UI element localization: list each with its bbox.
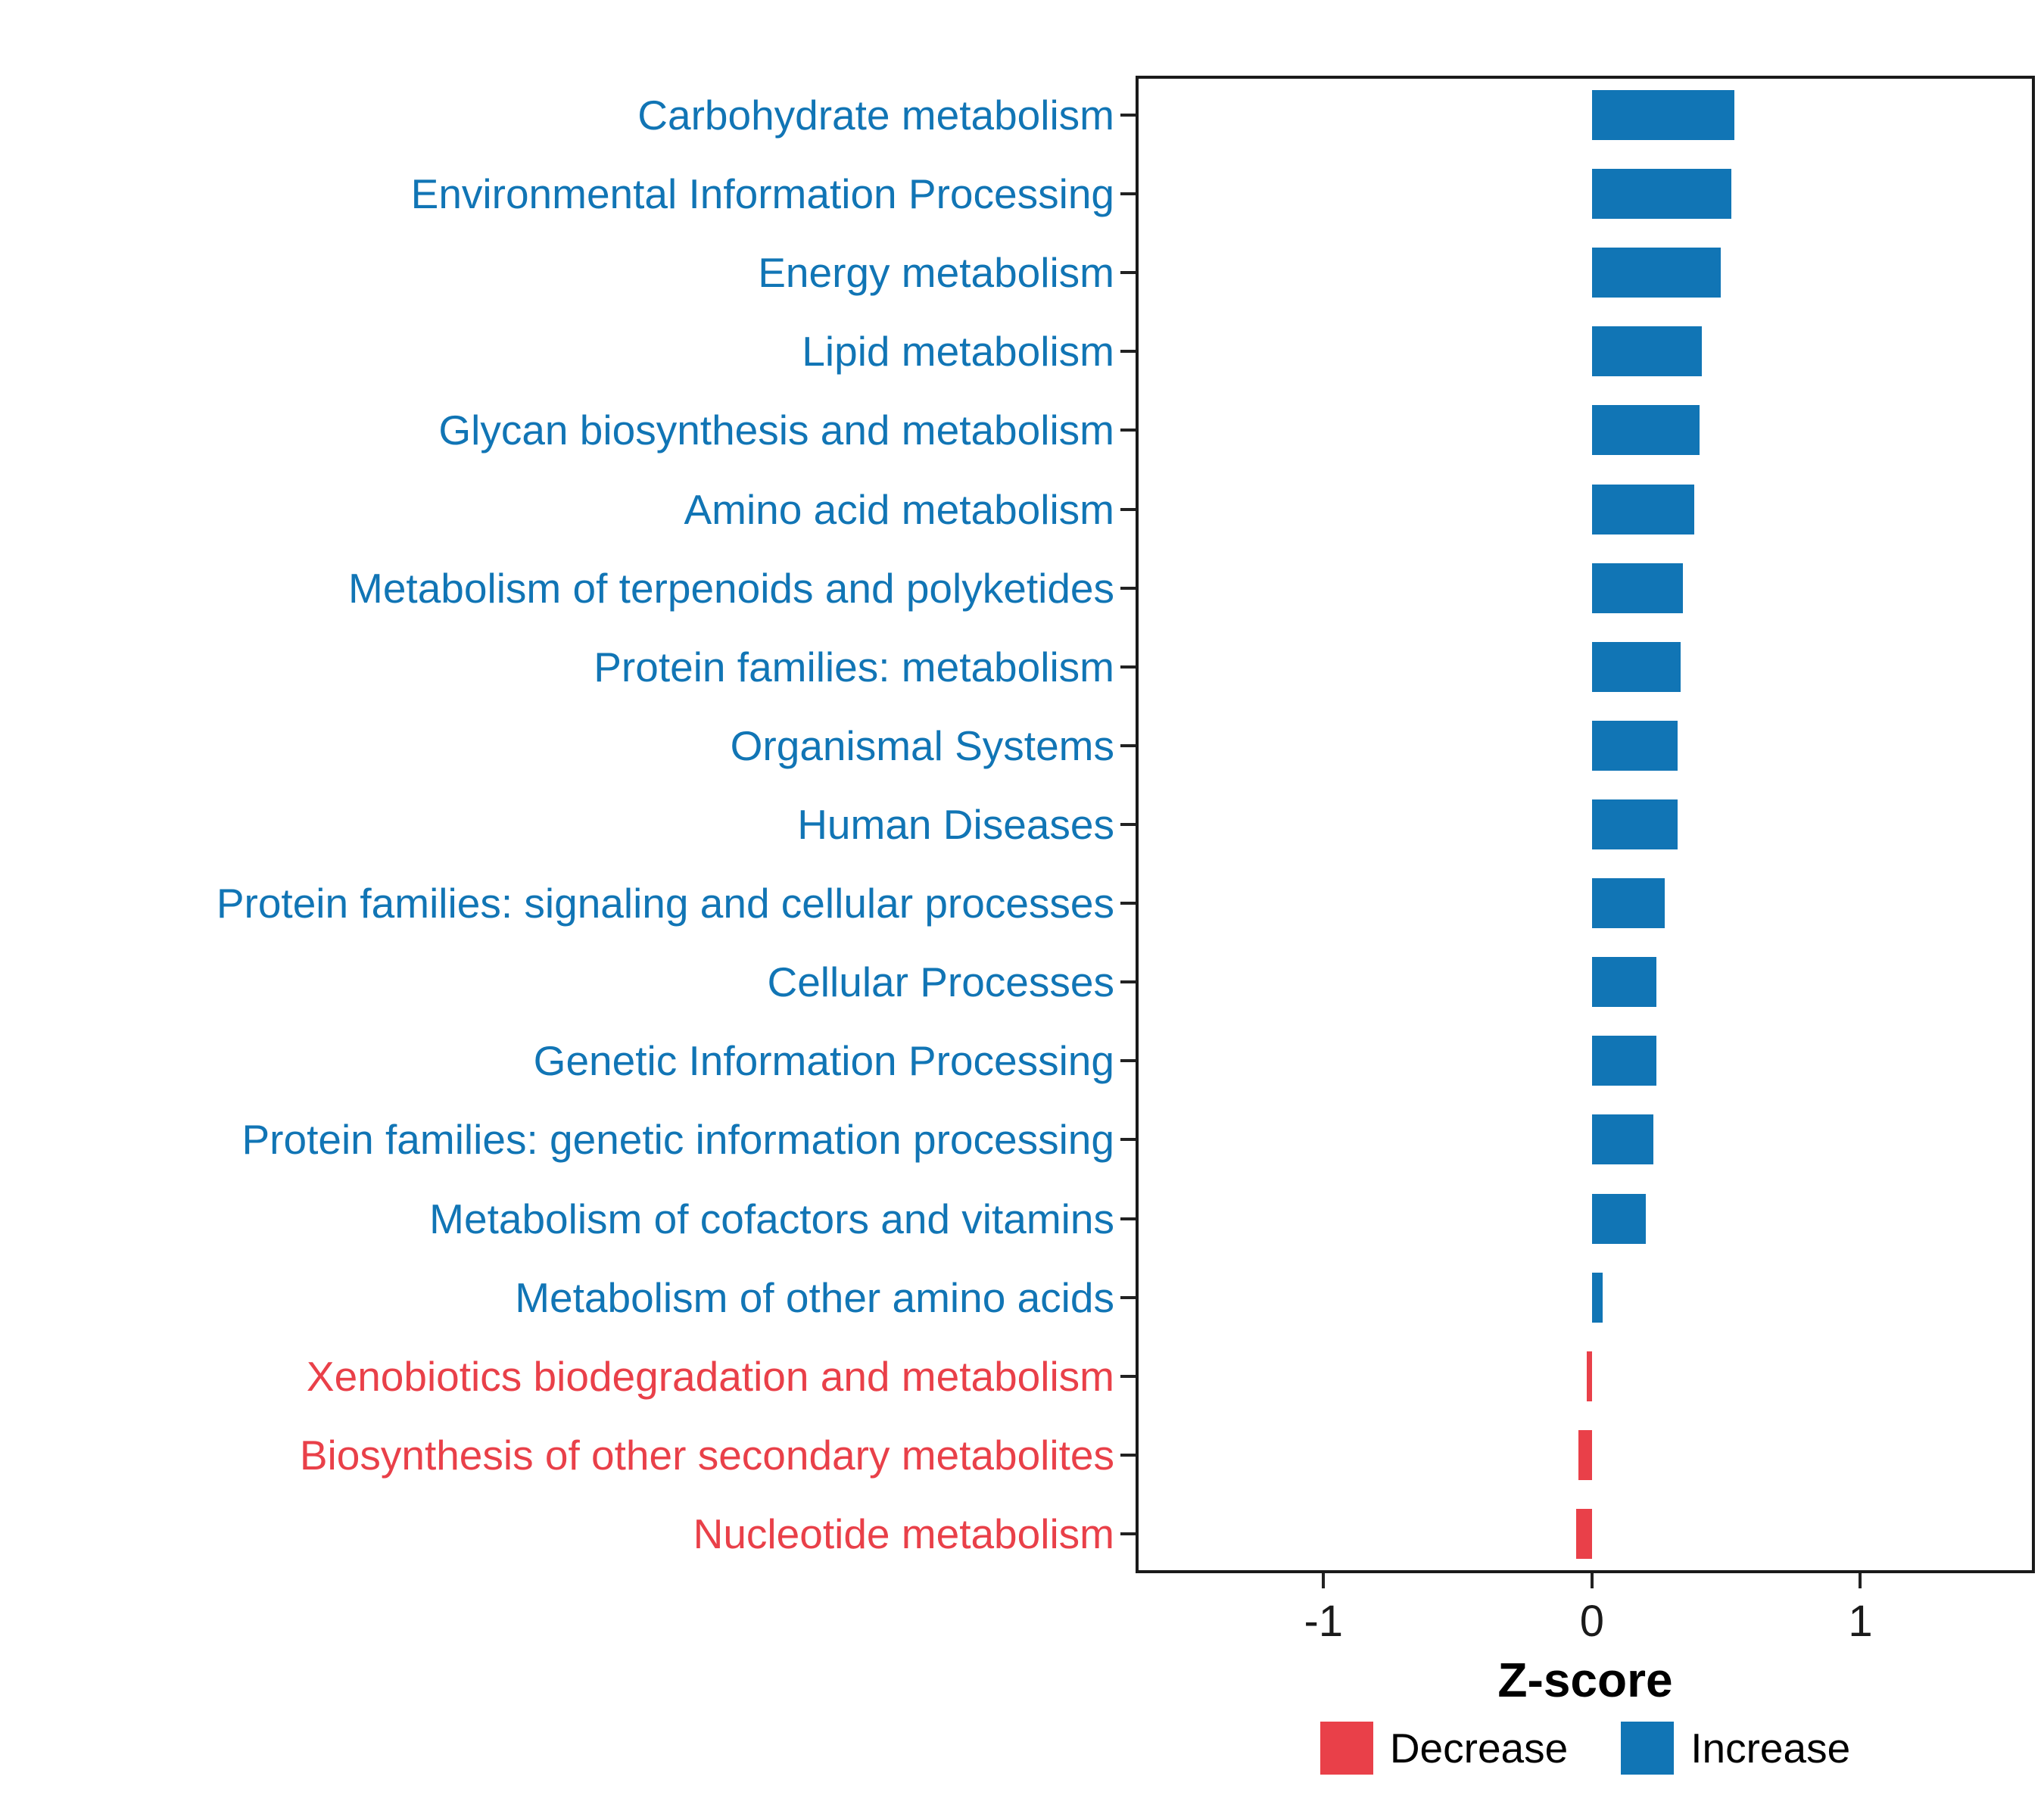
bar-increase (1591, 90, 1734, 141)
category-label: Metabolism of terpenoids and polyketides (348, 564, 1114, 612)
legend-item-decrease: Decrease (1320, 1722, 1568, 1775)
bar-decrease (1578, 1429, 1592, 1480)
bar-increase (1591, 248, 1722, 298)
y-tick-mark (1120, 743, 1136, 747)
category-label: Carbohydrate metabolism (637, 92, 1114, 139)
x-tick-label: 0 (1579, 1597, 1604, 1646)
category-label: Human Diseases (797, 801, 1114, 848)
category-label: Lipid metabolism (802, 328, 1114, 376)
x-axis-title: Z-score (1497, 1653, 1673, 1707)
legend-item-increase: Increase (1621, 1722, 1850, 1775)
category-label: Cellular Processes (767, 958, 1114, 1006)
y-tick-mark (1120, 1217, 1136, 1220)
y-tick-mark (1120, 271, 1136, 275)
y-tick-mark (1120, 1453, 1136, 1457)
bar-increase (1591, 878, 1665, 929)
category-label: Biosynthesis of other secondary metaboli… (299, 1431, 1114, 1479)
y-tick-mark (1120, 507, 1136, 511)
category-label: Metabolism of cofactors and vitamins (429, 1195, 1114, 1242)
bar-increase (1591, 484, 1694, 535)
y-tick-mark (1120, 192, 1136, 196)
bar-decrease (1575, 1508, 1592, 1559)
y-tick-mark (1120, 1059, 1136, 1063)
bar-increase (1591, 957, 1656, 1008)
x-tick-mark (1859, 1573, 1862, 1588)
category-label: Energy metabolism (758, 249, 1114, 297)
bar-increase (1591, 563, 1684, 613)
legend-swatch-decrease (1320, 1722, 1373, 1775)
y-tick-mark (1120, 429, 1136, 432)
y-tick-mark (1120, 665, 1136, 669)
bar-increase (1591, 1193, 1646, 1244)
category-label: Organismal Systems (730, 722, 1114, 769)
bar-increase (1591, 169, 1732, 220)
y-tick-mark (1120, 980, 1136, 984)
y-tick-mark (1120, 1138, 1136, 1142)
x-tick-label: 1 (1848, 1597, 1873, 1646)
y-tick-mark (1120, 823, 1136, 826)
legend-swatch-increase (1621, 1722, 1675, 1775)
y-tick-mark (1120, 1374, 1136, 1378)
y-tick-mark (1120, 586, 1136, 590)
plot-panel (1136, 76, 2035, 1573)
category-label: Xenobiotics biodegradation and metabolis… (306, 1352, 1114, 1400)
legend: Decrease Increase (1136, 1722, 2035, 1775)
category-label: Nucleotide metabolism (693, 1510, 1114, 1557)
bar-increase (1591, 1114, 1654, 1165)
category-label: Genetic Information Processing (533, 1037, 1114, 1085)
bar-increase (1591, 1272, 1603, 1323)
bar-increase (1591, 720, 1678, 771)
y-tick-mark (1120, 1532, 1136, 1535)
category-label: Amino acid metabolism (684, 485, 1114, 533)
x-tick-mark (1590, 1573, 1594, 1588)
category-label: Metabolism of other amino acids (515, 1273, 1114, 1321)
category-label: Protein families: metabolism (594, 643, 1114, 690)
y-tick-mark (1120, 902, 1136, 905)
category-label: Protein families: signaling and cellular… (216, 880, 1114, 927)
category-label: Environmental Information Processing (410, 170, 1114, 218)
x-tick-label: -1 (1304, 1597, 1344, 1646)
bar-decrease (1586, 1351, 1592, 1401)
bar-increase (1591, 326, 1703, 377)
y-tick-mark (1120, 114, 1136, 117)
y-tick-mark (1120, 1295, 1136, 1299)
bar-increase (1591, 799, 1678, 849)
legend-label: Decrease (1389, 1724, 1569, 1772)
x-tick-mark (1322, 1573, 1326, 1588)
bar-increase (1591, 641, 1681, 692)
y-tick-mark (1120, 350, 1136, 354)
bar-increase (1591, 1036, 1656, 1086)
category-label: Glycan biosynthesis and metabolism (438, 407, 1114, 454)
bar-increase (1591, 405, 1700, 456)
category-label: Protein families: genetic information pr… (241, 1116, 1114, 1164)
legend-label: Increase (1690, 1724, 1851, 1772)
